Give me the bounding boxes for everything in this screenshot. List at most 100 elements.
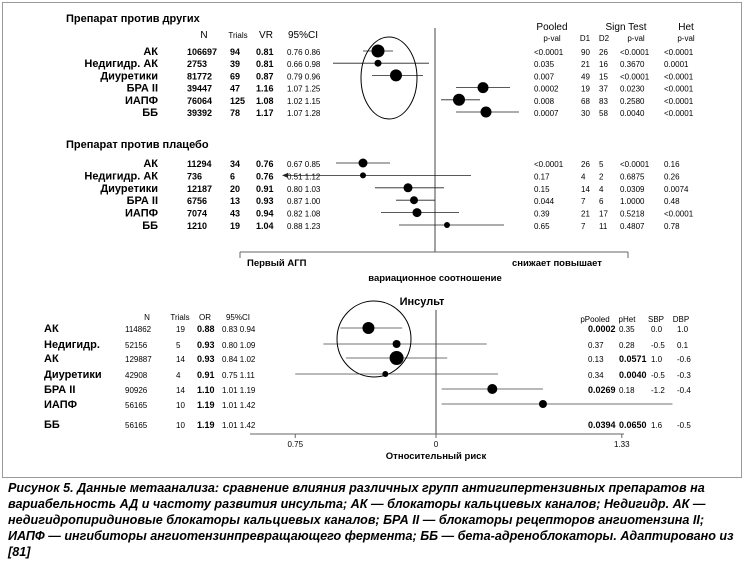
row-vr: 0.94 (256, 209, 274, 219)
row-d2: 58 (599, 109, 608, 118)
row-ci: 1.01 1.42 (222, 421, 256, 430)
row-d1: 26 (581, 160, 590, 169)
row-or: 1.19 (197, 400, 215, 410)
point-estimate (360, 172, 366, 179)
point-estimate (477, 82, 489, 94)
row-vr: 1.17 (256, 108, 274, 118)
row-ci: 1.01 1.42 (222, 401, 256, 410)
header-dbp: DBP (673, 315, 689, 324)
row-ppooled: 0.34 (588, 371, 604, 380)
row-sbp: -0.5 (651, 341, 665, 350)
row-trials: 19 (230, 221, 240, 231)
row-ci: 0.88 1.23 (287, 222, 321, 231)
row-ci: 1.07 1.25 (287, 85, 321, 94)
row-sign: 0.2580 (620, 97, 645, 106)
row-sign: <0.0001 (620, 48, 650, 57)
row-n: 39392 (187, 108, 212, 118)
row-het: <0.0001 (664, 97, 694, 106)
row-n: 42908 (125, 371, 148, 380)
row-vr: 0.91 (256, 184, 274, 194)
header-signtest-sub: p-val (627, 34, 645, 43)
row-label: Диуретики (100, 183, 158, 195)
row-ci: 0.80 1.03 (287, 185, 321, 194)
row-het: 0.26 (664, 172, 680, 181)
point-estimate (480, 106, 492, 118)
row-trials: 4 (176, 371, 181, 380)
point-estimate (487, 384, 498, 394)
row-d2: 2 (599, 172, 604, 181)
row-vr: 0.81 (256, 59, 274, 69)
highlight-ellipse-bottom (336, 300, 412, 378)
row-n: 39447 (187, 84, 212, 94)
header-ci: 95%CI (226, 313, 250, 322)
row-ppooled: 0.13 (588, 355, 604, 364)
row-het: 0.78 (664, 222, 680, 231)
row-label: ИАПФ (44, 399, 77, 411)
row-pooled: <0.0001 (534, 48, 564, 57)
axis-tick-label: 1.33 (614, 440, 630, 449)
row-d1: 21 (581, 210, 590, 219)
row-ci: 0.84 1.02 (222, 355, 256, 364)
row-d1: 30 (581, 109, 590, 118)
row-pooled: 0.0002 (534, 85, 559, 94)
row-sign: 1.0000 (620, 197, 645, 206)
row-ci: 0.75 1.11 (222, 371, 255, 380)
row-n: 114862 (125, 325, 152, 334)
row-label: БРА II (127, 83, 158, 95)
row-label: АК (143, 46, 158, 58)
row-trials: 78 (230, 108, 240, 118)
row-dbp: 1.0 (677, 325, 689, 334)
row-het: <0.0001 (664, 210, 694, 219)
row-d2: 37 (599, 85, 608, 94)
row-trials: 19 (176, 325, 185, 334)
row-n: 90926 (125, 386, 148, 395)
row-pooled: 0.39 (534, 210, 550, 219)
row-label: Диуретики (44, 369, 102, 381)
row-label: ББ (142, 107, 158, 119)
row-trials: 10 (176, 421, 185, 430)
row-d2: 6 (599, 197, 604, 206)
row-sign: 0.3670 (620, 60, 645, 69)
row-or: 0.91 (197, 370, 215, 380)
header-d1: D1 (580, 34, 591, 43)
row-d2: 4 (599, 185, 604, 194)
row-n: 56165 (125, 401, 148, 410)
row-het: 0.48 (664, 197, 680, 206)
row-het: <0.0001 (664, 48, 694, 57)
row-ppooled: 0.0002 (588, 324, 616, 334)
row-ci: 0.76 0.86 (287, 48, 321, 57)
row-sign: <0.0001 (620, 72, 650, 81)
stroke-panel-title: Инсульт (400, 296, 445, 308)
header-ci: 95%CI (288, 30, 318, 41)
row-trials: 5 (176, 341, 181, 350)
row-dbp: -0.5 (677, 421, 691, 430)
header-or: OR (199, 313, 211, 322)
row-sbp: 1.6 (651, 421, 663, 430)
row-d2: 16 (599, 60, 608, 69)
group-title: Препарат против плацебо (66, 139, 209, 151)
row-label: ББ (142, 220, 158, 232)
ci-arrow (282, 172, 288, 178)
row-d2: 26 (599, 48, 608, 57)
header-d2: D2 (599, 34, 610, 43)
row-label: БРА II (44, 384, 75, 396)
row-dbp: 0.1 (677, 341, 689, 350)
row-trials: 13 (230, 196, 240, 206)
row-ci: 0.66 0.98 (287, 60, 321, 69)
row-or: 0.93 (197, 354, 215, 364)
axis-tick-label: 0 (434, 440, 439, 449)
row-sign: 0.0040 (620, 109, 645, 118)
row-d1: 14 (581, 185, 590, 194)
row-or: 1.19 (197, 420, 215, 430)
row-vr: 1.04 (256, 221, 274, 231)
point-estimate (389, 351, 404, 365)
row-sign: 0.4807 (620, 222, 645, 231)
row-or: 0.93 (197, 340, 215, 350)
row-ci: 1.02 1.15 (287, 97, 321, 106)
row-phet: 0.35 (619, 325, 635, 334)
point-estimate (410, 196, 418, 205)
row-vr: 1.08 (256, 96, 274, 106)
row-phet: 0.0040 (619, 370, 647, 380)
point-estimate (412, 208, 422, 218)
